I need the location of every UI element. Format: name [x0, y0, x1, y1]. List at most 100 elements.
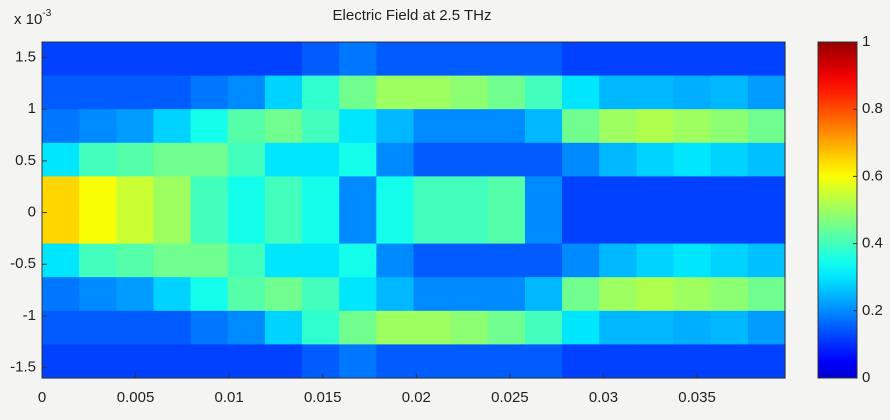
heatmap-cell	[599, 109, 637, 144]
heatmap-cell	[450, 176, 489, 211]
heatmap-cell	[376, 142, 415, 177]
heatmap-cell	[710, 243, 749, 278]
heatmap-cell	[413, 210, 452, 245]
heatmap-cell	[450, 310, 489, 345]
plot-frame	[41, 41, 786, 379]
x-tick-label: 0.015	[304, 389, 342, 406]
heatmap-cell	[487, 109, 526, 144]
heatmap-cell	[599, 75, 637, 110]
heatmap-cell	[673, 243, 712, 278]
colorbar-tick-label: 1	[862, 33, 870, 50]
chart-title: Electric Field at 2.5 THz	[333, 7, 492, 24]
heatmap-cell	[673, 176, 712, 211]
heatmap-cell	[487, 176, 526, 211]
heatmap-cell	[747, 42, 786, 77]
heatmap-cell	[562, 344, 600, 379]
heatmap-cell	[673, 277, 712, 312]
multiplier-exponent: -3	[42, 8, 51, 19]
heatmap-cell	[302, 42, 340, 77]
heatmap-cell	[747, 344, 786, 379]
heatmap-cell	[339, 277, 377, 312]
heatmap-cell	[339, 142, 377, 177]
y-tick-label: -0.5	[10, 255, 36, 272]
heatmap-cell	[190, 243, 229, 278]
heatmap-cell	[599, 243, 637, 278]
heatmap-cell	[116, 176, 155, 211]
heatmap-cell	[153, 277, 192, 312]
heatmap-cell	[190, 344, 229, 379]
y-tick-label: 1.5	[15, 48, 36, 65]
heatmap-cell	[747, 243, 786, 278]
multiplier-base: x 10	[14, 11, 42, 28]
heatmap-cell	[487, 344, 526, 379]
heatmap-cell	[339, 42, 377, 77]
heatmap-cell	[302, 109, 340, 144]
heatmap-cell	[153, 344, 192, 379]
heatmap-cell	[487, 42, 526, 77]
heatmap-cell	[227, 344, 266, 379]
heatmap-cell	[302, 210, 340, 245]
heatmap-cell	[747, 109, 786, 144]
heatmap-cell	[487, 310, 526, 345]
heatmap-cell	[339, 344, 377, 379]
colorbar-tick-label: 0.6	[862, 167, 883, 184]
heatmap-cell	[599, 142, 637, 177]
heatmap-cell	[227, 210, 266, 245]
heatmap-cell	[450, 109, 489, 144]
heatmap-cell	[524, 75, 563, 110]
heatmap-cell	[42, 109, 80, 144]
heatmap-cell	[562, 176, 600, 211]
heatmap-cell	[190, 176, 229, 211]
heatmap-cell	[79, 109, 117, 144]
heatmap-cell	[227, 42, 266, 77]
x-tick-label: 0.02	[402, 389, 431, 406]
heatmap-cell	[413, 243, 452, 278]
heatmap-cell	[710, 142, 749, 177]
heatmap-cell	[376, 176, 415, 211]
heatmap-cell	[79, 142, 117, 177]
heatmap-cell	[450, 243, 489, 278]
heatmap-cell	[42, 176, 80, 211]
heatmap-cell	[264, 75, 303, 110]
heatmap-cell	[710, 75, 749, 110]
heatmap-cell	[116, 344, 155, 379]
heatmap-cell	[673, 42, 712, 77]
heatmap-cell	[79, 344, 117, 379]
heatmap-cell	[413, 75, 452, 110]
colorbar-tick-label: 0.8	[862, 100, 883, 117]
x-tick-label: 0.025	[491, 389, 529, 406]
heatmap-cell	[79, 42, 117, 77]
heatmap-cell	[673, 109, 712, 144]
heatmap-cell	[190, 109, 229, 144]
heatmap-cell	[264, 310, 303, 345]
colorbar-tick-label: 0.4	[862, 235, 883, 252]
heatmap-cell	[747, 75, 786, 110]
heatmap-cell	[599, 310, 637, 345]
heatmap-cell	[673, 310, 712, 345]
heatmap-cell	[376, 310, 415, 345]
heatmap-cell	[190, 142, 229, 177]
heatmap-cell	[599, 176, 637, 211]
heatmap-cell	[673, 344, 712, 379]
heatmap-cell	[42, 142, 80, 177]
heatmap-cell	[524, 142, 563, 177]
heatmap-cell	[524, 109, 563, 144]
heatmap-cell	[264, 142, 303, 177]
heatmap-cell	[599, 344, 637, 379]
heatmap-cell	[413, 310, 452, 345]
x-tick-label: 0	[38, 389, 46, 406]
heatmap-cell	[747, 210, 786, 245]
heatmap-cell	[450, 210, 489, 245]
heatmap-cell	[79, 310, 117, 345]
heatmap-cell	[153, 176, 192, 211]
heatmap-cell	[413, 142, 452, 177]
heatmap-cell	[413, 344, 452, 379]
heatmap-cell	[636, 344, 675, 379]
x-tick-label: 0.005	[117, 389, 155, 406]
heatmap-cell	[227, 142, 266, 177]
heatmap-cell	[636, 176, 675, 211]
heatmap-cell	[339, 243, 377, 278]
heatmap-cell	[116, 243, 155, 278]
heatmap-cell	[599, 210, 637, 245]
heatmap-cell	[524, 42, 563, 77]
